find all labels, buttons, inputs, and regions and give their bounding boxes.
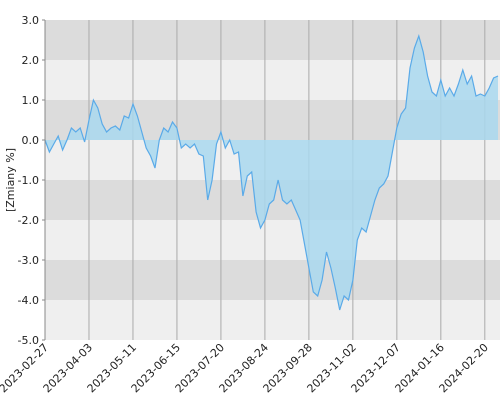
y-tick-label: 1.0 (22, 94, 40, 107)
y-tick-label: -1.0 (18, 174, 39, 187)
band (45, 220, 500, 260)
y-tick-label: -2.0 (18, 214, 39, 227)
y-tick-label: -3.0 (18, 254, 39, 267)
y-tick-label: -4.0 (18, 294, 39, 307)
band (45, 300, 500, 340)
line (44, 34, 499, 311)
y-tick-label: -5.0 (18, 334, 39, 347)
y-tick-label: 0.0 (22, 134, 40, 147)
y-axis-label: [Zmiany %] (4, 148, 17, 212)
y-tick-label: 2.0 (22, 54, 40, 67)
y-tick-label: 3.0 (22, 14, 40, 27)
band (45, 20, 500, 60)
band (45, 260, 500, 300)
area (45, 36, 498, 310)
